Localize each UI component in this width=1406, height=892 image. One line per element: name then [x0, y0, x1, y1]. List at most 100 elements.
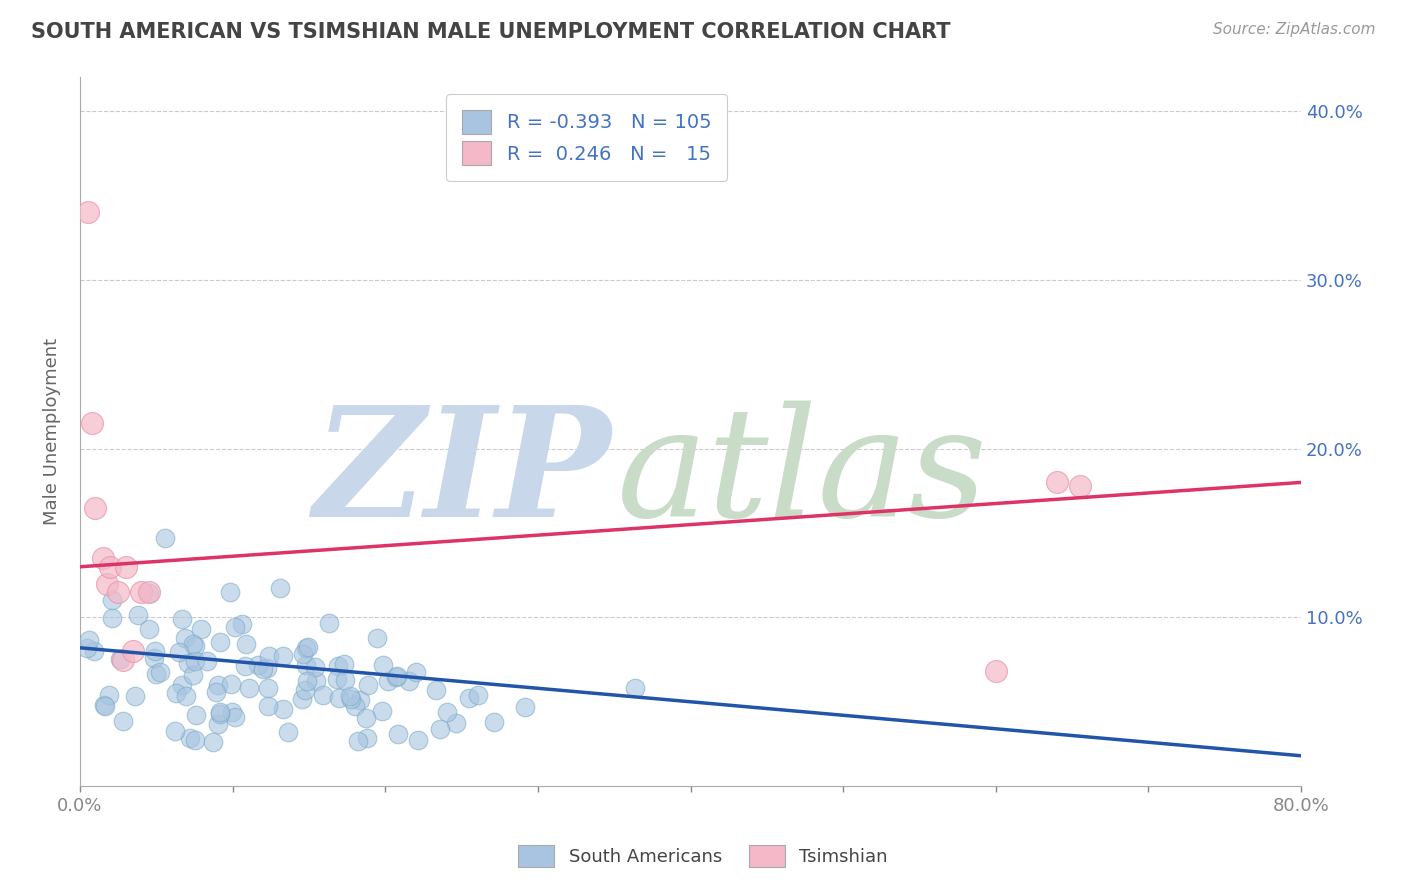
Point [94, 698, 117, 713]
Point [1069, 479, 1091, 493]
Point [256, 661, 278, 675]
Point [138, 586, 160, 600]
Point [377, 674, 399, 689]
Point [221, 706, 243, 720]
Point [76, 640, 98, 655]
Point [224, 709, 246, 723]
Point [623, 681, 645, 696]
Point [208, 705, 231, 719]
Point [207, 678, 229, 692]
Point [181, 668, 204, 682]
Point [165, 686, 187, 700]
Point [186, 708, 208, 723]
Point [356, 731, 378, 745]
Point [333, 673, 356, 688]
Point [170, 612, 193, 626]
Point [165, 723, 187, 738]
Point [124, 689, 146, 703]
Point [114, 559, 136, 574]
Point [209, 635, 232, 649]
Point [219, 677, 242, 691]
Point [143, 644, 166, 658]
Point [429, 722, 451, 736]
Point [295, 674, 318, 689]
Point [83, 644, 105, 658]
Point [145, 666, 167, 681]
Point [385, 669, 408, 683]
Point [326, 672, 349, 686]
Point [207, 716, 229, 731]
Point [84, 500, 107, 515]
Point [294, 640, 316, 655]
Text: atlas: atlas [617, 401, 988, 549]
Point [101, 592, 124, 607]
Point [343, 698, 366, 713]
Point [294, 658, 316, 673]
Point [326, 659, 349, 673]
Point [96, 576, 118, 591]
Text: SOUTH AMERICAN VS TSIMSHIAN MALE UNEMPLOYMENT CORRELATION CHART: SOUTH AMERICAN VS TSIMSHIAN MALE UNEMPLO… [31, 22, 950, 42]
Point [202, 735, 225, 749]
Point [173, 632, 195, 646]
Point [387, 727, 409, 741]
Point [444, 716, 467, 731]
Point [110, 652, 132, 666]
Point [357, 678, 380, 692]
Y-axis label: Male Unemployment: Male Unemployment [44, 338, 60, 525]
Point [98, 688, 121, 702]
Point [328, 691, 350, 706]
Point [174, 689, 197, 703]
Point [398, 674, 420, 689]
Point [235, 636, 257, 650]
Point [170, 677, 193, 691]
Point [142, 651, 165, 665]
Legend: South Americans, Tsimshian: South Americans, Tsimshian [510, 838, 896, 874]
Point [149, 665, 172, 679]
Point [138, 585, 160, 599]
Point [406, 733, 429, 747]
Point [184, 732, 207, 747]
Point [332, 657, 354, 672]
Legend: R = -0.393   N = 105, R =  0.246   N =   15: R = -0.393 N = 105, R = 0.246 N = 15 [447, 95, 727, 180]
Point [292, 647, 315, 661]
Point [209, 707, 232, 722]
Point [366, 631, 388, 645]
Point [127, 608, 149, 623]
Point [231, 617, 253, 632]
Point [107, 585, 129, 599]
Point [247, 658, 270, 673]
Point [269, 582, 291, 596]
Point [181, 637, 204, 651]
Point [277, 725, 299, 739]
Point [484, 714, 506, 729]
Point [297, 640, 319, 654]
Point [467, 688, 489, 702]
Point [93, 698, 115, 713]
Point [256, 681, 278, 695]
Point [153, 531, 176, 545]
Point [354, 711, 377, 725]
Point [515, 699, 537, 714]
Point [294, 683, 316, 698]
Point [304, 660, 326, 674]
Point [195, 654, 218, 668]
Text: Source: ZipAtlas.com: Source: ZipAtlas.com [1212, 22, 1375, 37]
Point [349, 692, 371, 706]
Point [224, 620, 246, 634]
Point [373, 657, 395, 672]
Point [318, 615, 340, 630]
Point [305, 673, 328, 688]
Point [271, 702, 294, 716]
Point [112, 714, 135, 728]
Point [312, 689, 335, 703]
Point [190, 622, 212, 636]
Point [80, 417, 103, 431]
Point [238, 681, 260, 696]
Point [371, 704, 394, 718]
Point [76, 205, 98, 219]
Point [1046, 475, 1069, 490]
Point [436, 705, 458, 719]
Point [346, 733, 368, 747]
Point [179, 731, 201, 745]
Point [205, 685, 228, 699]
